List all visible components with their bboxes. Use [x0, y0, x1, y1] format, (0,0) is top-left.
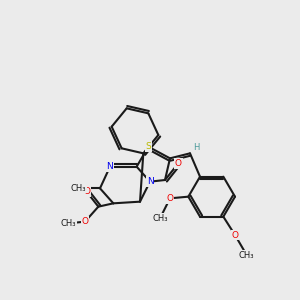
Text: O: O [175, 159, 182, 168]
Text: H: H [193, 143, 199, 152]
Text: O: O [232, 230, 238, 239]
Text: CH₃: CH₃ [152, 214, 168, 223]
Text: S: S [146, 142, 151, 151]
Text: CH₃: CH₃ [61, 219, 76, 228]
Text: N: N [106, 162, 113, 171]
Text: N: N [147, 177, 153, 186]
Text: CH₃: CH₃ [70, 184, 86, 193]
Text: O: O [83, 187, 90, 196]
Text: O: O [167, 194, 173, 203]
Text: O: O [82, 217, 88, 226]
Text: CH₃: CH₃ [239, 250, 254, 260]
